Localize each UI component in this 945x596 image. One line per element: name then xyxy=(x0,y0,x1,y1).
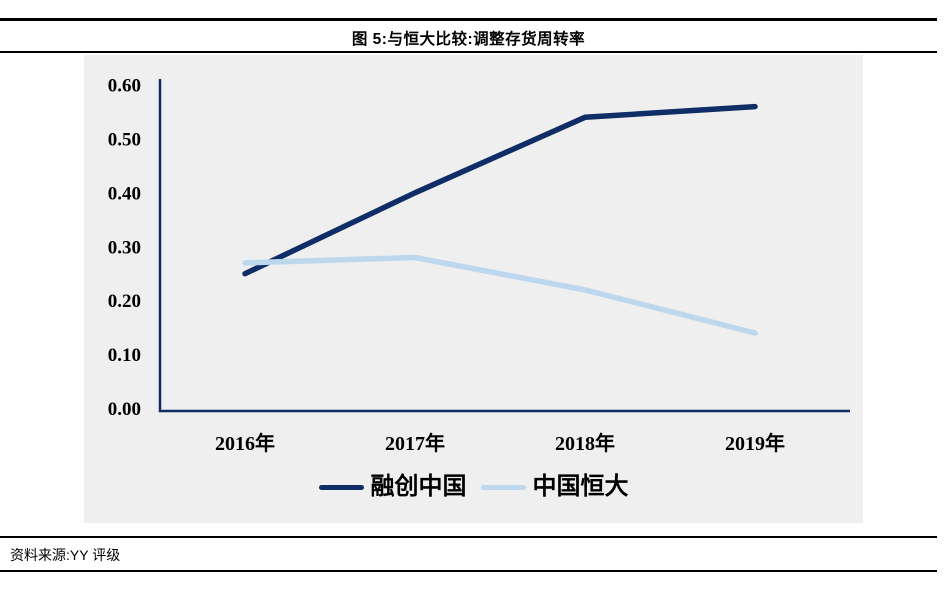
axis-lines xyxy=(158,79,850,413)
y-tick-label: 0.40 xyxy=(108,183,141,204)
y-tick-label: 0.00 xyxy=(108,399,141,420)
x-axis-label: 2017年 xyxy=(385,431,445,455)
legend-swatch xyxy=(318,484,364,490)
figure-title: 图 5:与恒大比较:调整存货周转率 xyxy=(351,31,586,48)
x-axis-label: 2016年 xyxy=(215,431,275,455)
y-tick-label: 0.10 xyxy=(108,345,141,366)
y-tick-label: 0.20 xyxy=(108,291,141,312)
chart-panel: 0.00 0.10 0.20 0.30 0.40 0.50 0.60 2016年 2017年 20… xyxy=(84,55,863,523)
top-divider xyxy=(0,18,937,21)
title-divider xyxy=(0,51,937,53)
footer-divider-top xyxy=(0,536,937,538)
x-axis-label: 2019年 xyxy=(725,431,785,455)
y-tick-label: 0.50 xyxy=(108,129,141,150)
chart-legend: 融创中国 中国恒大 xyxy=(84,475,863,499)
footer-divider-bottom xyxy=(0,570,937,572)
legend-label: 中国恒大 xyxy=(532,474,629,500)
legend-swatch xyxy=(480,484,526,490)
y-tick-label: 0.30 xyxy=(108,237,141,258)
x-axis-label: 2018年 xyxy=(555,431,615,455)
series-line-中国恒大 xyxy=(242,254,758,336)
legend-label: 融创中国 xyxy=(370,474,467,500)
legend-item-evergrande: 中国恒大 xyxy=(480,474,629,500)
legend-item-sunac: 融创中国 xyxy=(318,474,467,500)
source-note: 资料来源:YY 评级 xyxy=(10,547,121,563)
line-chart: 0.00 0.10 0.20 0.30 0.40 0.50 0.60 2016年 2017年 20… xyxy=(108,76,850,455)
y-tick-label: 0.60 xyxy=(108,76,141,97)
series-line-融创中国 xyxy=(242,103,758,277)
